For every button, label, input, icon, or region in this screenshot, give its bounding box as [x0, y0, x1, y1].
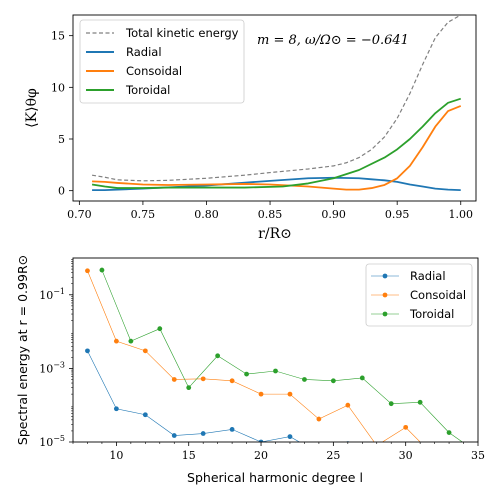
top-x-tick-label: 1.00: [448, 208, 473, 221]
bottom-legend-marker-radial: [382, 273, 388, 279]
top-legend-label-total: Total kinetic energy: [125, 26, 239, 40]
bottom-point-toroidal: [273, 368, 278, 374]
bottom-point-toroidal: [302, 377, 307, 382]
bottom-y-tick-label: 10−3: [39, 360, 65, 375]
bottom-legend-marker-toroidal: [382, 311, 388, 317]
bottom-point-consoidal: [432, 454, 437, 459]
top-x-tick-label: 0.75: [131, 208, 156, 221]
bottom-point-toroidal: [330, 378, 336, 384]
bottom-point-consoidal: [316, 416, 322, 422]
bottom-point-toroidal: [157, 326, 163, 332]
top-legend-label-toroidal: Toroidal: [125, 83, 170, 97]
bottom-series-group: [85, 267, 466, 464]
bottom-x-tick-label: 30: [399, 449, 413, 462]
bottom-point-radial: [200, 431, 206, 436]
bottom-x-ticks: 10 15 20 25 30 35: [72, 442, 485, 462]
top-y-tick-label: 10: [51, 81, 65, 94]
bottom-point-consoidal: [403, 424, 409, 430]
bottom-x-tick-label: 20: [254, 449, 268, 462]
top-legend-box: [79, 19, 245, 104]
top-y-axis-label: ⟨K⟩θφ: [24, 88, 40, 128]
bottom-legend-box: [365, 263, 473, 327]
top-series-group: [91, 15, 462, 192]
bottom-point-consoidal: [200, 376, 206, 382]
bottom-point-consoidal: [345, 402, 351, 408]
top-panel: 0.70 0.75 0.80 0.85 0.90 0.95 1.00 0 5 10 15 m = …: [24, 14, 477, 242]
top-y-tick-label: 0: [58, 185, 65, 198]
bottom-y-ticks: 10−5 10−3 10−1: [39, 259, 73, 449]
top-x-tick-label: 0.95: [385, 208, 410, 221]
bottom-point-toroidal: [186, 385, 192, 391]
bottom-y-axis-label: Spectral energy at r = 0.99R⊙: [15, 255, 30, 445]
bottom-x-axis-label: Spherical harmonic degree l: [187, 470, 363, 485]
bottom-x-tick-label: 25: [326, 449, 340, 462]
bottom-legend-label-consoidal: Consoidal: [410, 288, 466, 302]
bottom-point-toroidal: [99, 267, 105, 273]
bottom-y-tick-label: 10−5: [39, 434, 65, 449]
bottom-point-radial: [171, 433, 177, 438]
bottom-series-line-radial: [87, 350, 301, 442]
bottom-point-radial: [229, 427, 235, 432]
bottom-x-tick-label: 10: [109, 449, 123, 462]
bottom-point-toroidal: [359, 375, 365, 381]
bottom-point-radial: [258, 439, 264, 442]
bottom-legend-marker-consoidal: [382, 292, 388, 298]
top-y-tick-label: 15: [51, 30, 65, 43]
bottom-point-radial: [142, 412, 148, 418]
top-y-ticks: 0 5 10 15: [51, 30, 73, 198]
bottom-point-toroidal: [388, 401, 394, 407]
bottom-point-radial: [374, 454, 379, 459]
bottom-series-line-consoidal: [87, 270, 421, 442]
bottom-x-tick-label: 15: [182, 449, 196, 462]
top-x-ticks: 0.70 0.75 0.80 0.85 0.90 0.95 1.00: [67, 201, 473, 221]
top-series-line-consoidal: [92, 105, 462, 191]
bottom-point-toroidal: [128, 338, 134, 344]
bottom-point-radial: [287, 434, 293, 440]
top-series-line-total: [91, 15, 462, 182]
bottom-point-consoidal: [142, 348, 148, 354]
top-legend: Total kinetic energy Radial Consoidal To…: [79, 19, 245, 104]
bottom-point-radial: [461, 454, 466, 459]
bottom-point-consoidal: [171, 377, 177, 382]
bottom-point-radial: [316, 451, 321, 456]
bottom-point-toroidal: [244, 371, 249, 377]
bottom-point-toroidal: [446, 430, 452, 436]
top-series-line-toroidal: [91, 97, 462, 189]
top-x-axis-label: r/R⊙: [258, 226, 292, 242]
top-legend-label-radial: Radial: [126, 45, 162, 59]
top-annotation: m = 8, ω/Ω⊙ = −0.641: [257, 33, 409, 48]
top-x-tick-label: 0.80: [194, 208, 219, 221]
bottom-point-consoidal: [229, 378, 235, 384]
top-x-tick-label: 0.90: [321, 208, 346, 221]
bottom-point-consoidal: [113, 338, 119, 344]
bottom-point-radial: [85, 348, 90, 354]
bottom-y-tick-label: 10−1: [39, 287, 65, 302]
top-x-tick-label: 0.85: [258, 208, 283, 221]
bottom-point-toroidal: [215, 353, 221, 359]
top-y-tick-label: 5: [58, 133, 65, 146]
top-legend-label-consoidal: Consoidal: [126, 64, 182, 78]
bottom-legend: Radial Consoidal Toroidal: [365, 263, 473, 327]
bottom-legend-label-toroidal: Toroidal: [409, 307, 454, 321]
bottom-panel: 10 15 20 25 30 35 10−5 10−3 10−1 Spherical harm…: [15, 255, 485, 485]
bottom-point-consoidal: [461, 448, 466, 453]
bottom-point-consoidal: [85, 268, 90, 274]
bottom-legend-label-radial: Radial: [410, 269, 446, 283]
bottom-point-toroidal: [417, 399, 423, 405]
bottom-point-radial: [113, 406, 119, 412]
top-x-tick-label: 0.70: [67, 208, 92, 221]
bottom-series-line-toroidal: [101, 269, 463, 442]
top-axes-frame: [72, 14, 477, 202]
bottom-x-tick-label: 35: [471, 449, 485, 462]
bottom-point-consoidal: [258, 391, 264, 397]
bottom-point-radial: [432, 459, 437, 464]
bottom-point-consoidal: [287, 391, 293, 397]
